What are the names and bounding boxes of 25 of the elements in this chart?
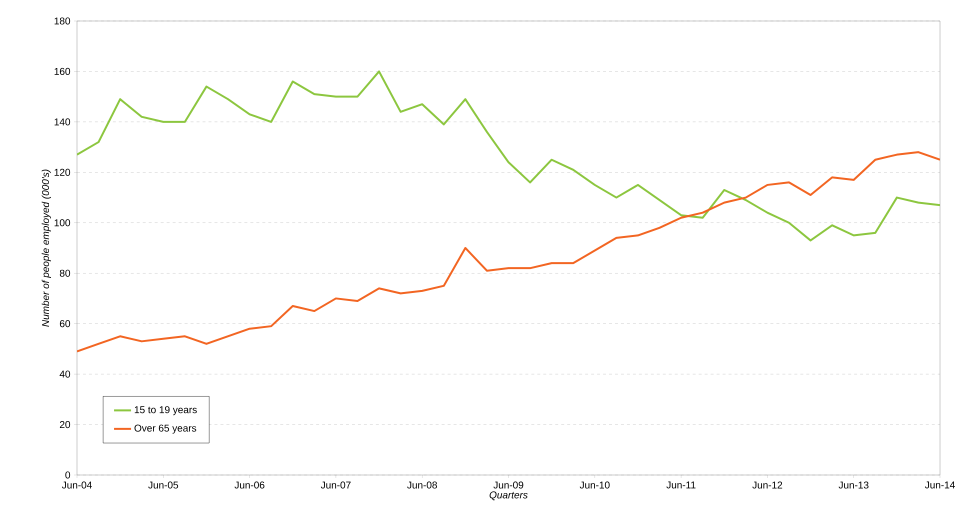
x-tick-label: Jun-11 [666, 482, 696, 488]
y-tick-label: 60 [60, 320, 70, 328]
y-axis-title: Number of people employed (000's) [42, 170, 52, 327]
x-tick-label: Jun-07 [320, 482, 351, 489]
y-tick-label: 120 [54, 168, 70, 176]
y-tick-label: 0 [65, 471, 70, 479]
x-tick-label: Jun-05 [148, 482, 178, 489]
y-tick-label: 140 [54, 118, 70, 126]
y-tick-label: 160 [54, 68, 70, 75]
y-tick-label: 40 [60, 370, 70, 378]
x-tick-label: Jun-08 [407, 482, 437, 489]
x-tick-label: Jun-13 [838, 482, 869, 489]
y-tick-label: 80 [60, 270, 70, 277]
y-tick-label: 180 [54, 17, 70, 25]
x-axis-title: Quarters [490, 491, 528, 500]
legend-label: 15 to 19 years [134, 406, 197, 416]
x-tick-label: Jun-04 [62, 482, 92, 489]
y-tick-label: 100 [54, 219, 70, 226]
x-tick-label: Jun-09 [493, 482, 524, 489]
y-tick-label: 20 [60, 421, 70, 428]
legend-label: Over 65 years [134, 424, 196, 434]
x-tick-label: Jun-12 [752, 482, 782, 489]
x-tick-label: Jun-06 [234, 482, 264, 489]
x-tick-label: Jun-10 [580, 482, 610, 489]
x-tick-label: Jun-14 [924, 482, 955, 488]
